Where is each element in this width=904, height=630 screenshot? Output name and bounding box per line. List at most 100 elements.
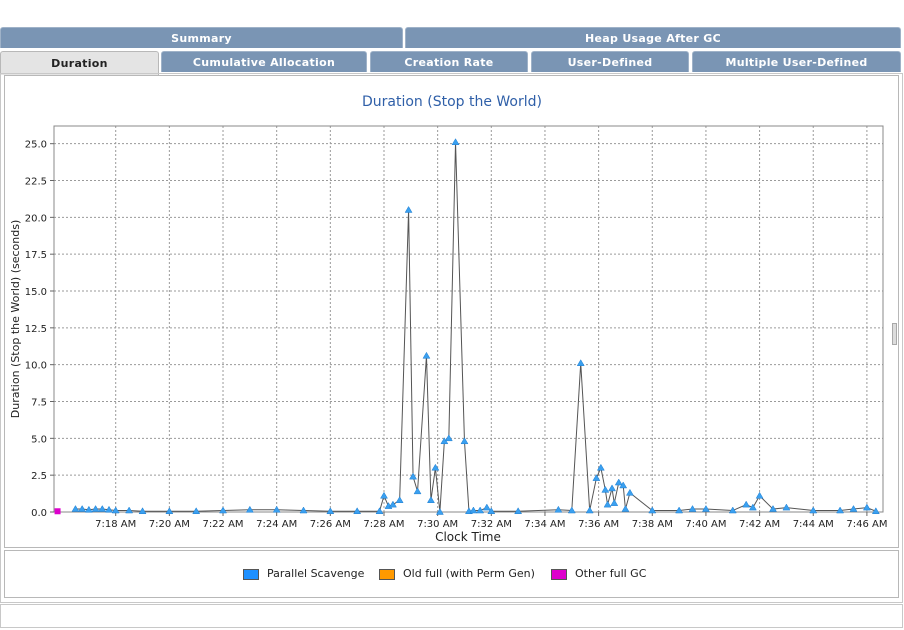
data-point [614, 478, 623, 486]
data-point [105, 505, 113, 513]
y-axis-label: Duration (Stop the World) (seconds) [9, 220, 22, 418]
data-point [460, 437, 469, 445]
plot-area [53, 125, 884, 513]
tab-content-frame [0, 73, 903, 603]
data-point [619, 481, 628, 489]
status-bar [0, 604, 903, 628]
data-point [675, 506, 684, 514]
tab-creation-rate[interactable]: Creation Rate [370, 51, 528, 72]
data-point [413, 487, 422, 495]
y-tick-label: 22.5 [25, 177, 47, 188]
data-point [608, 484, 616, 492]
x-tick-label: 7:38 AM [632, 519, 673, 530]
data-point [576, 359, 585, 366]
data-point [451, 138, 460, 145]
data-point [84, 505, 93, 513]
data-point [431, 463, 440, 471]
data-point [326, 507, 335, 515]
x-tick-label: 7:42 AM [739, 519, 780, 530]
y-tick-label: 15.0 [25, 287, 47, 298]
data-point [375, 507, 384, 515]
x-axis: 7:18 AM 7:20 AM 7:22 AM 7:24 AM 7:26 AM 7:28 … [95, 512, 887, 530]
data-point [596, 463, 605, 471]
data-point [219, 506, 227, 514]
x-axis-label: Clock Time [435, 530, 501, 544]
data-point [469, 506, 478, 514]
x-tick-label: 7:26 AM [310, 519, 351, 530]
tab-cumulative-allocation[interactable]: Cumulative Allocation [161, 51, 367, 72]
data-point [728, 506, 737, 514]
y-tick-label: 20.0 [25, 213, 47, 224]
data-point [625, 488, 634, 496]
data-point [769, 505, 777, 512]
data-point [836, 506, 845, 514]
x-tick-label: 7:46 AM [846, 519, 887, 530]
data-point [755, 491, 764, 499]
x-tick-label: 7:22 AM [202, 519, 243, 530]
tab-duration[interactable]: Duration [0, 51, 159, 75]
data-point [54, 508, 61, 515]
data-point [444, 434, 453, 442]
tab-summary[interactable]: Summary [0, 27, 403, 48]
data-point [621, 505, 630, 512]
x-tick-label: 7:18 AM [95, 519, 136, 530]
data-point [648, 506, 657, 514]
data-point [585, 506, 594, 514]
data-point [701, 505, 710, 512]
x-tick-label: 7:36 AM [578, 519, 619, 530]
y-tick-label: 12.5 [25, 324, 47, 335]
x-tick-label: 7:30 AM [417, 519, 458, 530]
data-point [111, 506, 120, 514]
y-tick-label: 0.0 [31, 508, 47, 519]
chart-title: Duration (Stop the World) [362, 94, 542, 110]
data-point [78, 505, 87, 512]
legend-item-old-full: Old full (with Perm Gen) [379, 567, 535, 581]
data-point [71, 505, 80, 512]
grid [54, 126, 883, 513]
x-tick-label: 7:40 AM [685, 519, 726, 530]
data-point [422, 351, 431, 359]
data-point [353, 507, 362, 515]
legend-item-other-full-gc: Other full GC [551, 567, 646, 581]
data-point [482, 503, 491, 511]
data-point [567, 506, 576, 514]
data-point [409, 472, 417, 480]
tab-heap-usage-after-gc[interactable]: Heap Usage After GC [405, 27, 901, 48]
chart-panel: Duration (Stop the World) 0.0 2.5 5.0 7.5 10… [4, 75, 899, 548]
scrollbar-thumb[interactable] [892, 323, 897, 345]
series-line [75, 142, 877, 513]
x-tick-label: 7:20 AM [149, 519, 190, 530]
duration-chart: Duration (Stop the World) 0.0 2.5 5.0 7.5 10… [9, 94, 887, 544]
tab-multiple-user-defined[interactable]: Multiple User-Defined [692, 51, 901, 72]
data-point [404, 205, 413, 213]
data-point [487, 507, 496, 515]
data-point [610, 499, 619, 506]
data-point [809, 506, 818, 514]
data-point [192, 507, 201, 515]
data-point [138, 507, 147, 515]
legend-label: Other full GC [575, 567, 647, 580]
y-tick-label: 2.5 [31, 471, 47, 482]
legend-swatch [379, 568, 395, 580]
data-point [862, 503, 871, 511]
y-tick-label: 5.0 [31, 434, 47, 445]
data-point [98, 505, 107, 512]
tab-user-defined[interactable]: User-Defined [531, 51, 689, 72]
x-tick-label: 7:44 AM [793, 519, 834, 530]
legend: Parallel Scavenge Old full (with Perm Ge… [4, 550, 899, 598]
series [54, 138, 880, 515]
y-tick-label: 17.5 [25, 250, 47, 261]
data-point [592, 474, 601, 481]
data-point [476, 506, 485, 514]
legend-label: Old full (with Perm Gen) [403, 567, 535, 580]
y-tick-label: 10.0 [25, 361, 47, 372]
x-tick-label: 7:32 AM [471, 519, 512, 530]
y-tick-label: 25.0 [25, 140, 47, 151]
data-point [245, 505, 254, 513]
data-point [435, 508, 444, 515]
legend-label: Parallel Scavenge [267, 567, 365, 580]
data-point [395, 496, 404, 503]
data-point [871, 507, 880, 515]
data-point [299, 506, 308, 514]
x-tick-label: 7:24 AM [256, 519, 297, 530]
